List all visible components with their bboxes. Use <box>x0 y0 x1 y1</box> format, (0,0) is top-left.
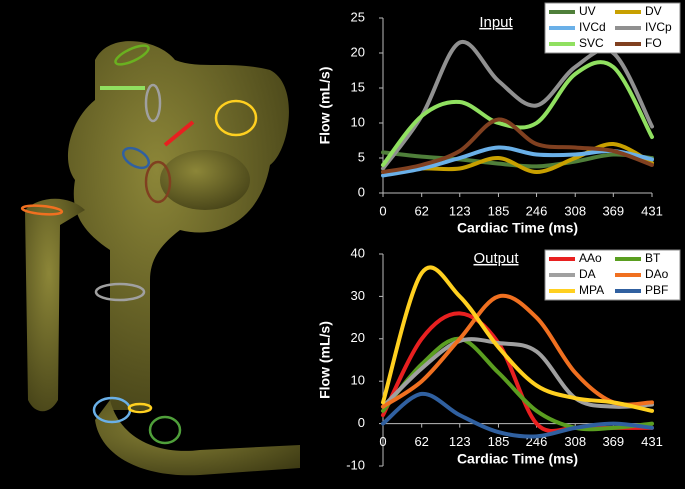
x-tick-label: 369 <box>602 203 624 218</box>
legend-label: SVC <box>579 36 604 50</box>
x-tick-label: 308 <box>564 434 586 449</box>
ring <box>148 415 182 445</box>
x-tick-label: 0 <box>379 434 386 449</box>
ring <box>94 282 146 302</box>
series-line <box>381 337 654 409</box>
legend-label: IVCd <box>579 20 606 34</box>
series-line <box>381 117 654 174</box>
x-tick-label: 431 <box>641 434 663 449</box>
ring <box>127 402 153 414</box>
series-line <box>381 391 654 439</box>
ring <box>144 160 172 204</box>
left-vessel <box>25 198 85 412</box>
x-tick-label: 185 <box>488 203 510 218</box>
bottom-vessel <box>95 400 300 476</box>
chart-title: Output <box>473 250 519 267</box>
y-tick-label: 0 <box>358 184 365 199</box>
x-axis-label: Cardiac Time (ms) <box>457 220 578 236</box>
x-tick-label: 431 <box>641 203 663 218</box>
ring <box>163 120 195 147</box>
y-tick-label: 40 <box>351 245 365 260</box>
y-tick-label: 20 <box>351 330 365 345</box>
x-tick-label: 369 <box>602 434 624 449</box>
legend-label: BT <box>645 251 661 265</box>
x-tick-label: 0 <box>379 203 386 218</box>
x-tick-label: 185 <box>488 434 510 449</box>
y-tick-label: 10 <box>351 373 365 388</box>
series-line <box>381 60 654 167</box>
legend-label: DV <box>645 4 662 18</box>
ring <box>20 204 64 216</box>
y-tick-label: 15 <box>351 79 365 94</box>
series-line <box>381 265 654 413</box>
x-tick-label: 123 <box>449 203 471 218</box>
legend-label: IVCp <box>645 20 672 34</box>
y-tick-label: 30 <box>351 288 365 303</box>
legend-label: UV <box>579 4 596 18</box>
y-tick-label: 25 <box>351 9 365 24</box>
ring <box>121 146 151 170</box>
y-axis-label: Flow (mL/s) <box>317 321 333 399</box>
heart-body <box>67 41 289 410</box>
y-tick-label: 0 <box>358 415 365 430</box>
y-tick-label: 10 <box>351 114 365 129</box>
series-line <box>381 336 654 432</box>
aortic-arch <box>160 150 250 210</box>
legend-label: MPA <box>579 283 604 297</box>
x-tick-label: 246 <box>526 203 548 218</box>
legend-label: DAo <box>645 267 669 281</box>
x-tick-label: 308 <box>564 203 586 218</box>
vessel-render <box>25 41 300 476</box>
y-tick-label: 20 <box>351 44 365 59</box>
y-axis-label: Flow (mL/s) <box>317 67 333 145</box>
chart-title: Input <box>479 14 513 31</box>
ring <box>144 83 162 123</box>
x-axis-label: Cardiac Time (ms) <box>457 450 578 466</box>
x-tick-label: 62 <box>414 203 428 218</box>
y-tick-label: 5 <box>358 149 365 164</box>
series-line <box>381 311 654 433</box>
legend-label: AAo <box>579 251 602 265</box>
legend-label: DA <box>579 267 596 281</box>
legend-label: PBF <box>645 283 668 297</box>
ring <box>114 44 150 66</box>
y-tick-label: -10 <box>346 457 365 472</box>
legend-label: FO <box>645 36 662 50</box>
rings <box>20 44 258 445</box>
ring <box>214 99 258 137</box>
x-tick-label: 62 <box>414 434 428 449</box>
x-tick-label: 123 <box>449 434 471 449</box>
